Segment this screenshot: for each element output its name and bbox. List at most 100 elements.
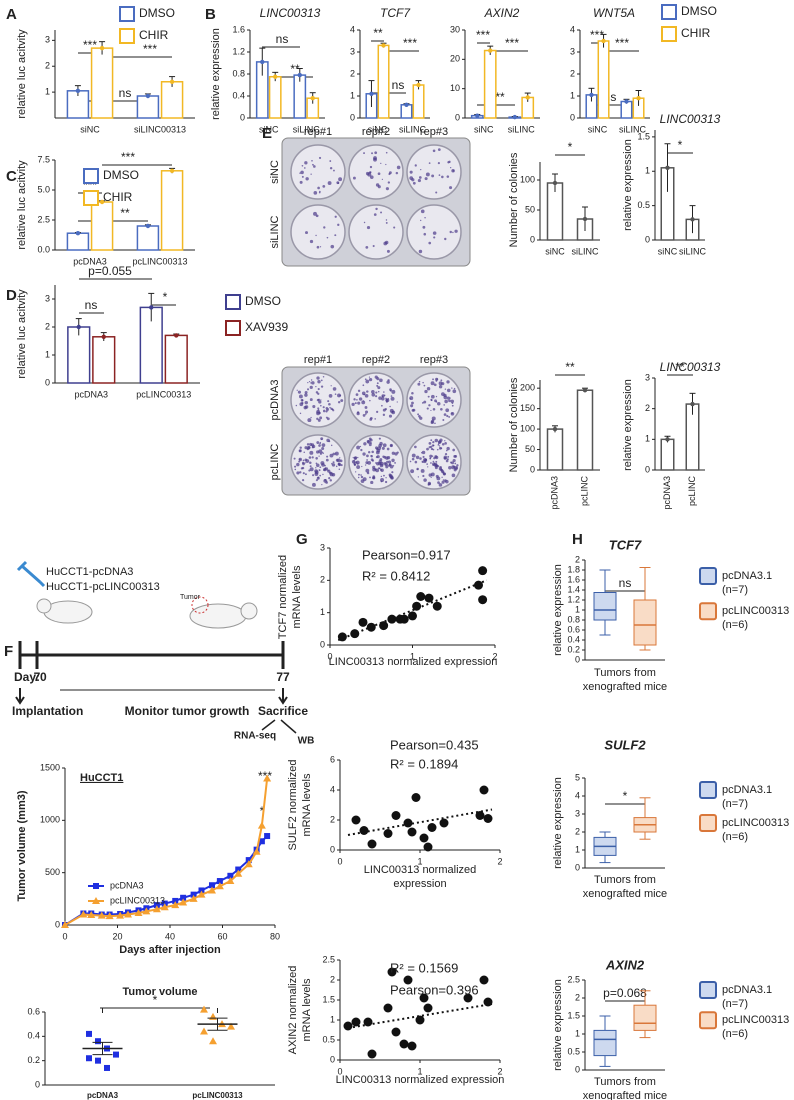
colony <box>369 416 373 420</box>
y-tick-label: 2 <box>350 68 355 78</box>
stat-label: R² = 0.1894 <box>390 756 458 771</box>
colony <box>440 447 443 450</box>
bar-top-dot <box>169 168 175 173</box>
colony <box>441 476 443 478</box>
colony <box>307 418 312 423</box>
colony <box>354 402 357 405</box>
colony <box>329 479 332 482</box>
colony <box>415 455 420 460</box>
point <box>97 911 106 919</box>
y-tick-label: 7.5 <box>37 154 50 164</box>
y-tick-label: 0 <box>575 862 580 872</box>
colony <box>327 181 332 185</box>
panel-label: A <box>6 6 17 23</box>
point <box>95 1038 101 1045</box>
colony <box>423 232 427 236</box>
colony <box>418 381 421 383</box>
colony <box>317 398 321 401</box>
point <box>216 878 223 885</box>
legend-label: (n=7) <box>722 798 748 810</box>
colony <box>443 404 446 406</box>
point <box>419 833 429 843</box>
colony <box>329 160 332 162</box>
x-axis-label: LINC00313 normalized <box>364 864 477 876</box>
colony <box>306 443 310 446</box>
colony <box>438 445 441 447</box>
colony <box>455 467 458 470</box>
colony <box>331 408 333 410</box>
point <box>105 912 114 920</box>
bar <box>160 170 184 251</box>
x-axis-label: LINC00313 normalized expression <box>336 1074 505 1086</box>
colony <box>435 401 438 403</box>
colony <box>436 448 439 451</box>
colony <box>389 405 391 408</box>
legend-label: CHIR <box>681 26 711 40</box>
colony <box>438 483 443 487</box>
colony <box>336 458 341 463</box>
colony <box>318 191 321 194</box>
bar <box>136 95 160 119</box>
colony <box>360 475 364 479</box>
colony <box>317 186 320 190</box>
colony <box>334 393 337 395</box>
mouse-head <box>240 602 258 620</box>
point <box>113 1051 119 1058</box>
bar <box>620 100 633 119</box>
colony <box>395 171 399 175</box>
box <box>633 599 657 646</box>
colony <box>337 393 341 398</box>
colony <box>362 413 366 417</box>
colony <box>391 451 395 455</box>
colony <box>391 458 395 463</box>
colony <box>434 422 436 425</box>
colony <box>327 400 330 403</box>
colony <box>294 468 297 471</box>
bar <box>90 201 114 251</box>
point <box>474 580 483 590</box>
legend-swatch <box>225 294 241 310</box>
colony <box>329 406 331 409</box>
colony <box>312 474 315 477</box>
colony <box>383 241 388 246</box>
chart-title: LINC00313 <box>260 6 321 20</box>
legend-label: pcDNA3.1 <box>722 784 772 796</box>
colony <box>357 476 360 479</box>
day-label: Day:0 <box>14 670 47 684</box>
significance: ** <box>290 62 300 76</box>
colony <box>353 176 356 180</box>
colony <box>409 397 411 400</box>
colony <box>365 171 370 176</box>
colony <box>386 249 390 253</box>
significance: *** <box>476 28 490 42</box>
colony <box>351 459 356 464</box>
colony <box>371 392 376 397</box>
colony <box>438 385 443 389</box>
colony <box>365 245 369 249</box>
colony <box>394 461 396 464</box>
colony <box>372 465 376 469</box>
colony <box>361 465 363 468</box>
colony <box>374 151 378 155</box>
x-tick-label: 1 <box>417 1066 422 1076</box>
y-tick-label: 0 <box>320 639 325 649</box>
y-tick-label: 0 <box>35 1079 40 1089</box>
point <box>95 1057 101 1064</box>
colony <box>436 378 438 380</box>
colony <box>423 459 427 464</box>
y-tick-label: 50 <box>525 204 535 214</box>
colony <box>330 444 333 447</box>
x-tick-label: pcLINC00313 <box>132 256 187 266</box>
y-tick-label: 3 <box>575 808 580 818</box>
colony <box>331 463 336 467</box>
colony <box>366 459 368 461</box>
colony <box>306 448 309 451</box>
point <box>387 967 397 977</box>
y-tick-label: 1 <box>645 166 650 176</box>
colony <box>437 148 441 152</box>
colony <box>387 460 392 464</box>
y-axis-label: mRNA levels <box>301 978 313 1041</box>
colony <box>316 417 319 421</box>
colony <box>317 408 320 411</box>
colony <box>440 379 443 382</box>
